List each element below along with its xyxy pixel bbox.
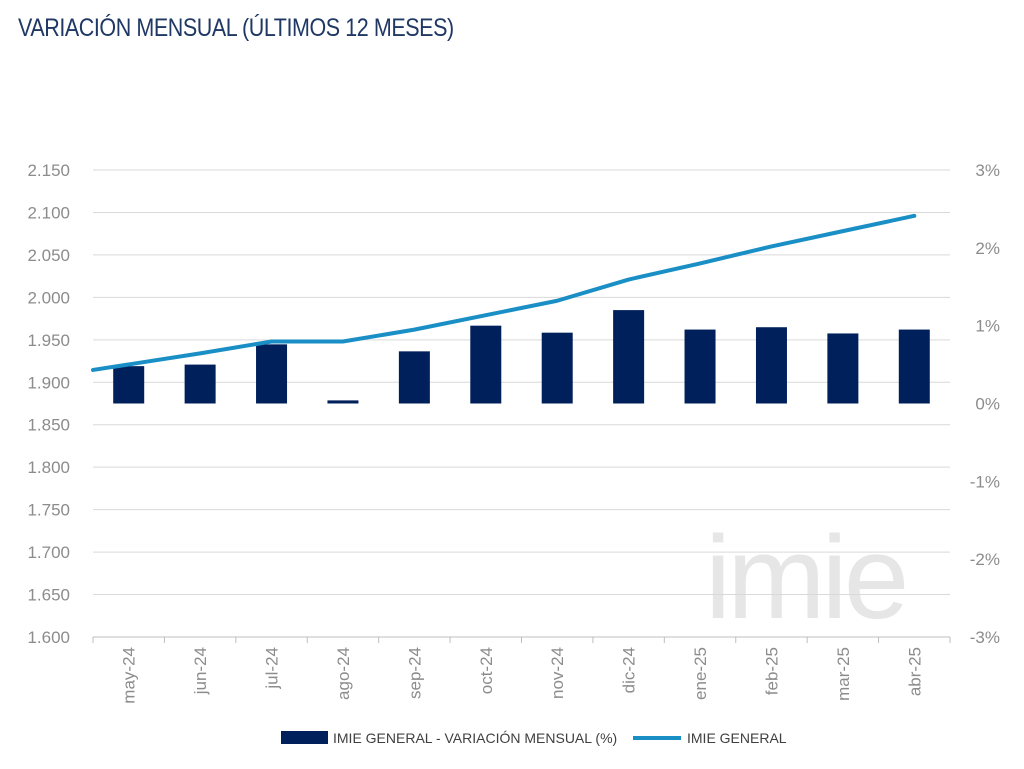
- x-tick-label: jul-24: [263, 647, 282, 690]
- bar-mar-25[interactable]: [827, 333, 859, 404]
- x-tick-label: ago-24: [334, 647, 353, 700]
- left-tick-label: 1.850: [27, 416, 70, 435]
- bar-ago-24[interactable]: [327, 400, 359, 404]
- left-tick-label: 1.750: [27, 501, 70, 520]
- right-tick-label: -1%: [970, 472, 1000, 491]
- x-tick-label: oct-24: [477, 647, 496, 694]
- right-tick-label: -2%: [970, 550, 1000, 569]
- watermark-logo: imie: [705, 512, 905, 644]
- left-tick-label: 2.150: [27, 161, 70, 180]
- right-axis: -3% -2% -1% 0% 1% 2% 3%: [970, 161, 1000, 647]
- x-tick-label: abr-25: [905, 647, 924, 696]
- x-tick-label: ene-25: [691, 647, 710, 700]
- x-tick-label: feb-25: [762, 647, 781, 695]
- line-series: [91, 213, 917, 372]
- x-tick-label: dic-24: [620, 647, 639, 693]
- bar-sep-24[interactable]: [398, 351, 430, 404]
- x-axis: may-24 jun-24 jul-24 ago-24 sep-24 oct-24 nov-…: [92, 636, 951, 704]
- chart-title: VARIACIÓN MENSUAL (ÚLTIMOS 12 MESES): [18, 14, 454, 42]
- bar-nov-24[interactable]: [541, 332, 573, 404]
- left-axis: 1.600 1.650 1.700 1.750 1.800 1.850 1.900 1.950…: [27, 161, 70, 647]
- left-tick-label: 1.800: [27, 458, 70, 477]
- legend-label-line[interactable]: IMIE GENERAL: [687, 730, 787, 746]
- x-tick-label: jun-24: [191, 647, 210, 695]
- left-tick-label: 2.000: [27, 288, 70, 307]
- right-tick-label: -3%: [970, 628, 1000, 647]
- right-tick-label: 1%: [975, 317, 1000, 336]
- bar-jul-24[interactable]: [256, 344, 288, 404]
- left-tick-label: 1.700: [27, 543, 70, 562]
- x-tick-label: mar-25: [834, 647, 853, 701]
- x-tick-label: nov-24: [548, 647, 567, 699]
- bar-series: [113, 310, 930, 404]
- x-tick-label: may-24: [120, 647, 139, 704]
- bar-feb-25[interactable]: [755, 327, 787, 404]
- line-imie-general[interactable]: [91, 213, 917, 372]
- left-tick-label: 2.100: [27, 203, 70, 222]
- bar-may-24[interactable]: [113, 366, 145, 404]
- x-tick-label: sep-24: [405, 647, 424, 699]
- bar-ene-25[interactable]: [684, 329, 716, 404]
- legend: IMIE GENERAL - VARIACIÓN MENSUAL (%) IMI…: [281, 730, 787, 746]
- left-tick-label: 1.950: [27, 331, 70, 350]
- right-tick-label: 3%: [975, 161, 1000, 180]
- legend-swatch-bar: [281, 731, 328, 744]
- bar-abr-25[interactable]: [898, 329, 930, 404]
- bar-dic-24[interactable]: [613, 310, 645, 404]
- legend-label-bar[interactable]: IMIE GENERAL - VARIACIÓN MENSUAL (%): [333, 730, 617, 746]
- left-tick-label: 1.600: [27, 628, 70, 647]
- left-tick-label: 1.900: [27, 373, 70, 392]
- left-tick-label: 1.650: [27, 586, 70, 605]
- bar-jun-24[interactable]: [184, 364, 216, 404]
- left-tick-label: 2.050: [27, 246, 70, 265]
- right-tick-label: 2%: [975, 239, 1000, 258]
- right-tick-label: 0%: [975, 395, 1000, 414]
- bar-oct-24[interactable]: [470, 325, 502, 404]
- gridlines: [93, 169, 950, 596]
